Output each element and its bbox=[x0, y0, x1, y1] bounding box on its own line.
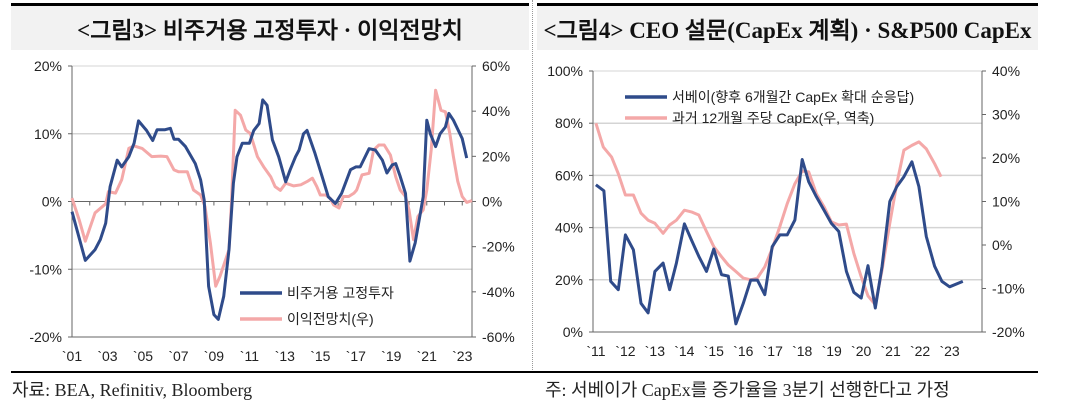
y-right-tick-label: 0% bbox=[992, 237, 1012, 253]
y-left-tick-label: 100% bbox=[547, 63, 583, 79]
x-tick-label: `21 bbox=[881, 343, 901, 359]
x-tick-label: `18 bbox=[792, 343, 812, 359]
series-line-blue bbox=[70, 98, 469, 321]
x-tick-label: `12 bbox=[615, 343, 635, 359]
y-left-tick-label: 0% bbox=[42, 194, 62, 210]
x-tick-label: `05 bbox=[133, 348, 153, 364]
x-tick-label: `11 bbox=[586, 343, 605, 359]
y-right-tick-label: -40% bbox=[482, 284, 515, 300]
x-tick-label: `17 bbox=[763, 343, 783, 359]
x-tick-label: `07 bbox=[168, 348, 188, 364]
x-tick-label: `15 bbox=[704, 343, 724, 359]
top-rule-right bbox=[537, 3, 1038, 6]
x-tick-label: `23 bbox=[452, 348, 472, 364]
y-left-tick-label: 80% bbox=[555, 115, 583, 131]
x-tick-label: `14 bbox=[674, 343, 694, 359]
y-right-tick-label: 40% bbox=[482, 103, 510, 119]
y-right-tick-label: -60% bbox=[482, 329, 515, 345]
y-right-tick-label: 40% bbox=[992, 63, 1020, 79]
y-right-tick-label: -20% bbox=[992, 324, 1025, 340]
top-rule-left bbox=[11, 3, 529, 6]
series-line-blue bbox=[595, 158, 964, 326]
legend-label: 이익전망치(우) bbox=[287, 311, 374, 327]
y-left-tick-label: -10% bbox=[29, 261, 62, 277]
x-tick-label: `15 bbox=[310, 348, 330, 364]
x-tick-label: `20 bbox=[851, 343, 871, 359]
y-right-tick-label: -20% bbox=[482, 239, 515, 255]
right-chart-title: <그림4> CEO 설문(CapEx 계획) · S&P500 CapEx bbox=[537, 6, 1038, 50]
y-right-tick-label: -10% bbox=[992, 281, 1025, 297]
chart-1: 20% 10% 0% -10% -20% 60% 40% 20% 0% -20% -40% -60% `… bbox=[29, 58, 514, 364]
x-tick-label: `01 bbox=[62, 348, 82, 364]
x-tick-label: `13 bbox=[645, 343, 665, 359]
x-tick-label: `22 bbox=[910, 343, 930, 359]
legend-label: 서베이(향후 6개월간 CapEx 확대 순응답) bbox=[672, 89, 914, 105]
x-tick-label: `09 bbox=[204, 348, 224, 364]
y-right-tick-label: 20% bbox=[992, 150, 1020, 166]
x-tick-label: `23 bbox=[939, 343, 959, 359]
x-tick-label: `17 bbox=[346, 348, 366, 364]
legend-label: 비주거용 고정투자 bbox=[287, 285, 394, 301]
y-left-tick-label: 60% bbox=[555, 167, 583, 183]
x-tick-label: `19 bbox=[822, 343, 842, 359]
left-chart-title: <그림3> 비주거용 고정투자 · 이익전망치 bbox=[11, 6, 529, 50]
x-tick-label: `03 bbox=[97, 348, 117, 364]
y-left-tick-label: -20% bbox=[29, 329, 62, 345]
bottom-rule bbox=[11, 371, 1038, 373]
y-right-tick-label: 60% bbox=[482, 58, 510, 74]
chart-2: 100% 80% 60% 40% 20% 0% 40% 30% 20% 10% 0% -10% -20%… bbox=[547, 63, 1025, 359]
y-left-tick-label: 20% bbox=[34, 58, 62, 74]
y-right-tick-label: 30% bbox=[992, 107, 1020, 123]
source-note: 자료: BEA, Refinitiv, Bloomberg bbox=[12, 380, 253, 400]
x-tick-label: `11 bbox=[240, 348, 259, 364]
x-tick-label: `16 bbox=[733, 343, 753, 359]
panel-divider bbox=[532, 0, 533, 370]
y-right-tick-label: 0% bbox=[482, 194, 502, 210]
footnote: 주: 서베이가 CapEx를 증가율을 3분기 선행한다고 가정 bbox=[545, 380, 950, 400]
x-tick-label: `19 bbox=[381, 348, 401, 364]
x-tick-label: `21 bbox=[417, 348, 437, 364]
y-right-tick-label: 20% bbox=[482, 148, 510, 164]
series-line-pink bbox=[70, 88, 473, 288]
y-left-tick-label: 20% bbox=[555, 272, 583, 288]
y-left-tick-label: 0% bbox=[563, 324, 583, 340]
legend-label: 과거 12개월 주당 CapEx(우, 역축) bbox=[672, 110, 874, 126]
x-tick-label: `13 bbox=[275, 348, 295, 364]
y-left-tick-label: 40% bbox=[555, 220, 583, 236]
y-right-tick-label: 10% bbox=[992, 194, 1020, 210]
y-left-tick-label: 10% bbox=[34, 126, 62, 142]
